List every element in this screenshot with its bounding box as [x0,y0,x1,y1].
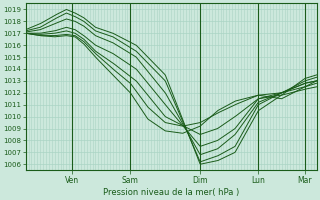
X-axis label: Pression niveau de la mer( hPa ): Pression niveau de la mer( hPa ) [103,188,239,197]
